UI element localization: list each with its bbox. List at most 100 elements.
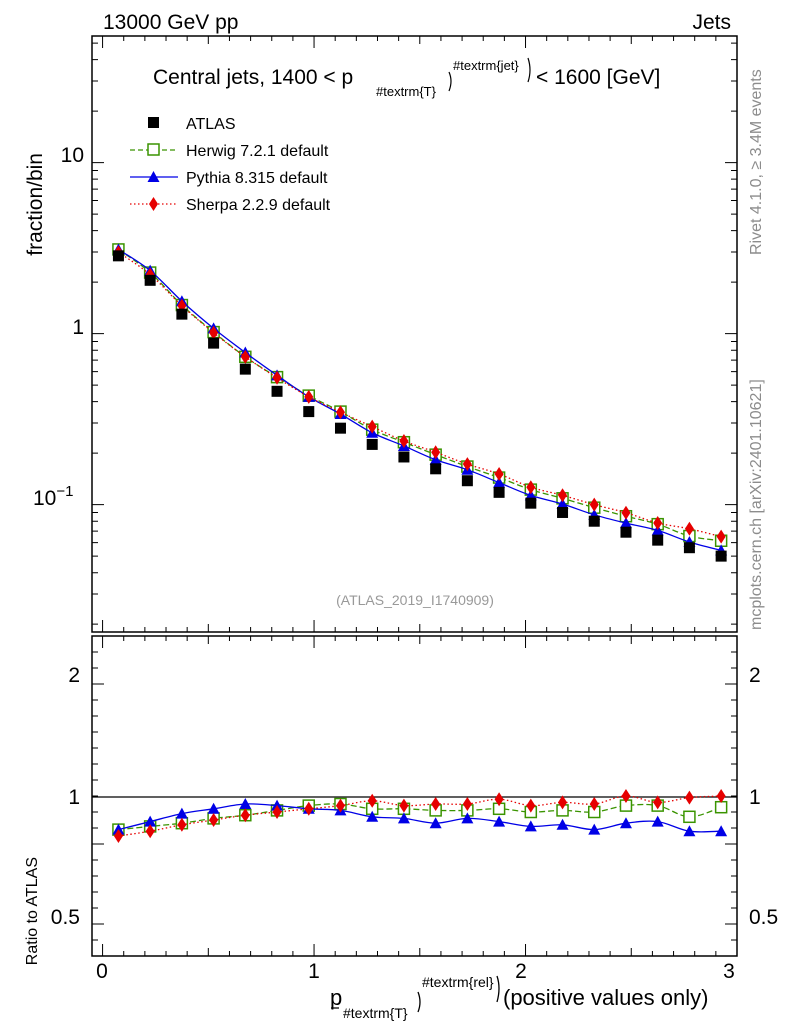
ratio-point-sherpa-4 [240,808,250,823]
ratio-point-pythia-19 [715,825,728,837]
point-atlas-11 [461,475,473,487]
ratio-ytick-right-2: 2 [749,664,761,687]
ratio-plot-frame [91,635,738,957]
tick-marks [92,36,737,957]
ratio-point-sherpa-11 [462,797,472,811]
point-sherpa-12 [494,467,504,482]
x-axis-label-sub: #textrm{T} [343,1005,408,1021]
side-label-upper: Rivet 4.1.0, ≥ 3.4M events [748,69,765,255]
ratio-line-sherpa [118,795,722,837]
axis-ticks [92,36,737,957]
ratio-point-sherpa-16 [621,789,631,803]
legend-label-herwig: Herwig 7.2.1 default [186,143,329,160]
point-pythia-13 [524,489,537,501]
ratio-point-pythia-10 [429,817,442,829]
ratio-point-pythia-4 [239,798,252,809]
side-label-lower: mcplots.cern.ch [arXiv:2401.10621] [748,379,765,630]
ratio-point-sherpa-0 [113,829,123,843]
xtick-label-0: 0 [96,960,108,983]
xtick-label-2: 2 [515,960,527,983]
ytick-label-exp: 10−1 [33,483,73,510]
point-atlas-19 [715,550,727,562]
point-atlas-18 [683,542,695,554]
ratio-point-sherpa-12 [494,792,504,807]
point-pythia-14 [556,498,569,510]
ratio-point-pythia-14 [556,818,569,830]
x-axis-label-sup: #textrm{rel} [422,974,494,990]
ratio-point-sherpa-15 [589,797,599,811]
ratio-point-pythia-2 [175,807,188,819]
ratio-point-pythia-1 [144,815,157,827]
point-atlas-17 [652,534,664,546]
point-atlas-3 [208,337,220,349]
point-atlas-9 [398,451,410,463]
point-atlas-10 [430,463,442,475]
point-atlas-1 [144,274,156,286]
legend-marker-pythia [147,171,160,182]
x-axis-label-post: (positive values only) [503,985,708,1010]
point-sherpa-6 [304,389,314,404]
ratio-point-pythia-11 [461,812,474,824]
ratio-point-sherpa-19 [716,789,726,803]
ratio-point-pythia-9 [397,812,410,824]
x-axis-label-braces [331,975,500,1013]
ratio-series-group [112,789,728,843]
legend-marker-herwig [147,143,160,156]
legend-marker-sherpa [149,197,158,211]
header-right: Jets [692,11,731,34]
point-pythia-12 [493,476,506,488]
ratio-point-herwig-19 [714,800,728,814]
ratio-point-sherpa-5 [272,805,282,819]
point-sherpa-7 [335,405,345,420]
point-sherpa-9 [399,433,409,448]
point-sherpa-3 [209,325,219,340]
y-axis-label: fraction/bin [24,153,47,256]
point-atlas-4 [239,363,251,375]
chart-title-main: Central jets, 1400 < p [153,66,353,89]
point-sherpa-11 [462,457,472,472]
series-line-sherpa [118,251,722,538]
legend-label-sherpa: Sherpa 2.2.9 default [186,197,331,214]
ratio-point-sherpa-9 [399,798,409,813]
ratio-point-sherpa-14 [558,795,568,810]
chart-title-post: < 1600 [GeV] [536,66,660,89]
x-axis-label-main: p [330,985,342,1010]
ytick-label-1: 1 [72,316,84,339]
ytick-exp-power: −1 [56,483,73,500]
point-atlas-13 [525,497,537,509]
ratio-point-sherpa-6 [304,801,314,816]
ratio-point-pythia-12 [493,815,506,827]
ratio-ytick-left-1: 1 [68,786,80,809]
series-line-herwig [118,248,722,542]
ratio-point-pythia-16 [619,817,632,829]
point-atlas-12 [493,486,505,498]
ratio-point-pythia-15 [588,823,601,835]
ratio-point-pythia-17 [651,815,664,827]
ytick-exp-base: 10 [33,487,56,510]
ratio-point-sherpa-1 [145,824,155,839]
ratio-ytick-right-0.5: 0.5 [749,906,778,929]
ratio-point-pythia-3 [207,802,220,814]
point-atlas-6 [303,406,315,418]
point-atlas-0 [112,250,124,262]
ratio-point-pythia-13 [524,820,537,832]
xtick-label-3: 3 [723,960,735,983]
chart-title-braces [448,57,531,92]
point-atlas-5 [271,385,283,397]
series-line-pythia [118,248,722,552]
ratio-ytick-left-0.5: 0.5 [51,906,80,929]
point-sherpa-16 [621,505,631,520]
point-sherpa-19 [716,529,726,544]
ratio-point-sherpa-8 [367,793,377,808]
ratio-point-pythia-8 [366,810,379,822]
point-sherpa-15 [589,497,599,512]
ratio-point-sherpa-7 [335,798,345,813]
xtick-label-1: 1 [308,960,320,983]
point-atlas-2 [176,308,188,320]
ratio-point-herwig-18 [683,810,696,824]
point-sherpa-17 [653,515,663,530]
point-atlas-14 [557,506,569,518]
point-sherpa-18 [684,521,694,536]
point-sherpa-5 [272,370,282,385]
